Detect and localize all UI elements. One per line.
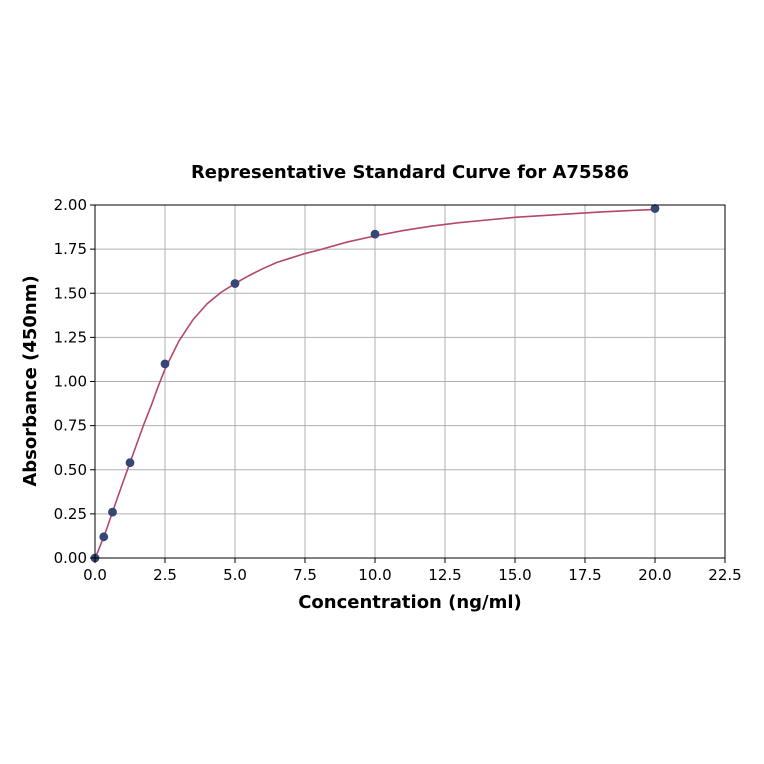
x-tick-label: 20.0 [638,566,671,584]
x-tick-label: 5.0 [223,566,247,584]
grid-lines [94,204,726,559]
fit-curve [94,208,656,559]
x-tick-label: 7.5 [293,566,317,584]
x-axis-label: Concentration (ng/ml) [298,592,522,613]
y-tick-label: 0.75 [54,417,87,435]
y-axis-label: Absorbance (450nm) [20,275,41,486]
y-tick-label: 1.50 [54,284,87,302]
y-tick-label: 0.50 [54,461,87,479]
data-point [230,279,240,288]
fit-curve-layer [94,208,656,559]
data-point [370,229,380,239]
data-point [650,204,660,213]
x-tick-label: 22.5 [708,566,741,584]
data-point [99,532,109,542]
x-tick-label: 12.5 [428,566,461,584]
x-tick-label: 0.0 [83,566,107,584]
x-tick-label: 15.0 [498,566,531,584]
y-tick-label: 1.00 [54,373,87,391]
y-tick-label: 1.75 [54,240,87,258]
y-tick-label: 1.25 [54,328,87,346]
x-tick-label: 2.5 [153,566,177,584]
y-tick-label: 0.25 [54,505,87,523]
data-point [160,359,170,369]
x-tick-label: 10.0 [358,566,391,584]
y-tick-label: 2.00 [54,196,87,214]
chart-title: Representative Standard Curve for A75586 [191,162,629,183]
data-point [125,458,135,468]
x-tick-label: 17.5 [568,566,601,584]
axis-ticks: 0.0 2.5 5.0 7.5 10.0 12.5 15.0 17.5 20.0 22.5 0.00… [54,196,742,584]
y-tick-label: 0.00 [54,549,87,567]
data-point [108,507,117,517]
